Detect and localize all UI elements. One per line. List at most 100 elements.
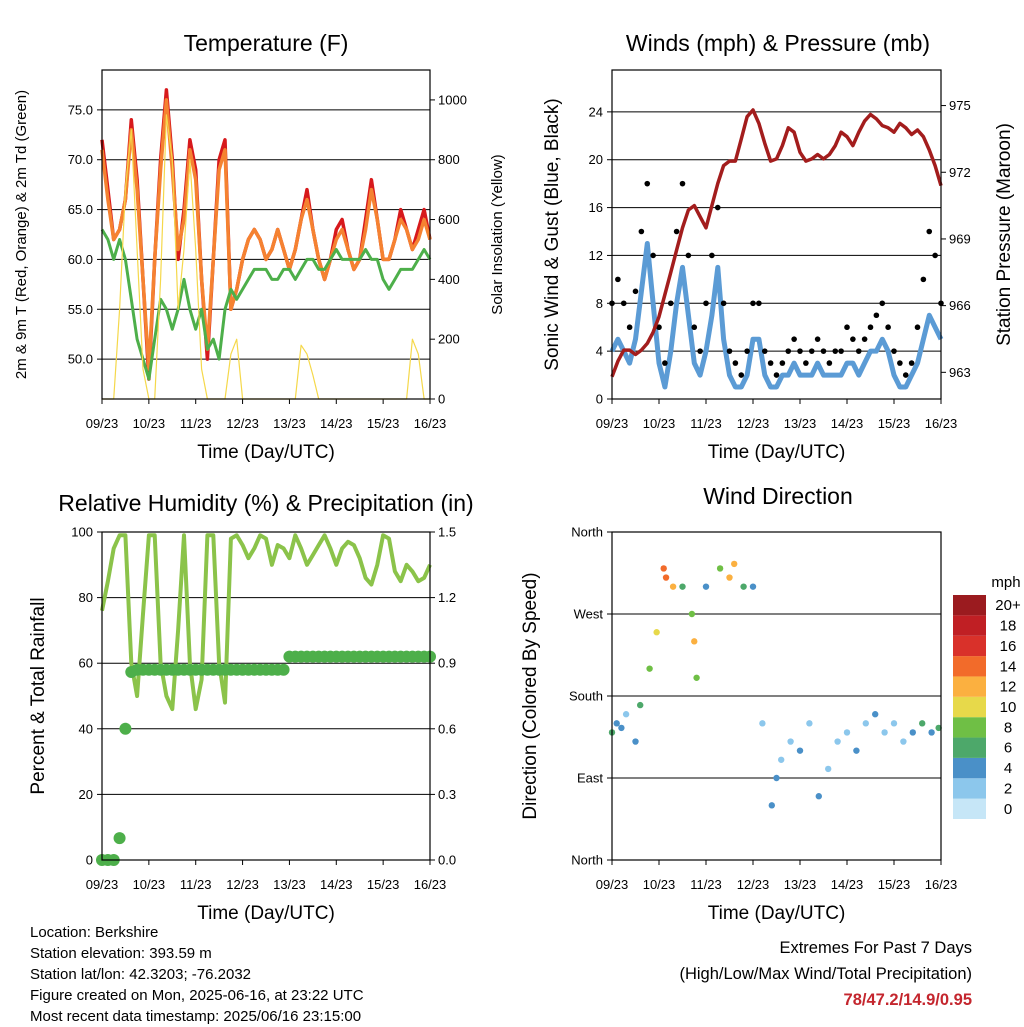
- colorbar-swatch: [953, 757, 986, 779]
- direction-point: [637, 701, 644, 709]
- y2-tick-label: 0.6: [438, 721, 456, 736]
- y-axis-label: Sonic Wind & Gust (Blue, Black): [542, 98, 563, 370]
- station-info: Location: Berkshire Station elevation: 3…: [30, 922, 364, 1027]
- direction-point: [669, 583, 677, 590]
- x-tick-label: 09/23: [86, 416, 119, 431]
- y-tick-label: 20: [589, 152, 603, 167]
- extremes-block: Extremes For Past 7 Days (High/Low/Max W…: [679, 935, 972, 1013]
- y2-tick-label: 963: [949, 365, 971, 380]
- y2-tick-label: 600: [438, 212, 460, 227]
- direction-point: [632, 738, 639, 745]
- colorbar-swatch: [953, 676, 986, 697]
- direction-point: [935, 724, 942, 732]
- y2-tick-label: 0.3: [438, 787, 456, 802]
- gust-point: [814, 336, 821, 342]
- gust-point: [855, 348, 862, 354]
- plot-area: [100, 88, 432, 400]
- gust-point: [638, 228, 645, 235]
- y-tick-label: 60: [79, 656, 93, 671]
- colorbar-label: 18: [1000, 618, 1017, 635]
- direction-point: [862, 720, 869, 727]
- direction-point: [806, 720, 813, 727]
- x-tick-label: 16/23: [414, 877, 447, 892]
- gust-point: [685, 252, 692, 259]
- x-tick-label: 11/23: [690, 877, 722, 892]
- y-axis-label: Percent & Total Rainfall: [28, 597, 49, 794]
- direction-point: [909, 729, 916, 736]
- direction-point: [646, 665, 653, 672]
- plot-area: [96, 533, 436, 866]
- direction-point: [653, 629, 660, 636]
- x-tick-label: 15/23: [878, 416, 911, 431]
- x-tick-label: 12/23: [737, 877, 770, 892]
- direction-point: [834, 738, 841, 745]
- y-tick-label: 4: [596, 344, 603, 359]
- gust-point: [714, 204, 721, 211]
- direction-point: [613, 720, 620, 727]
- gust-point: [732, 360, 739, 366]
- y2-tick-label: 969: [949, 231, 971, 246]
- colorbar-swatch: [953, 737, 986, 758]
- y2-tick-label: 972: [949, 165, 971, 180]
- gust-point: [908, 360, 915, 366]
- direction-point: [740, 583, 747, 590]
- x-tick-label: 14/23: [831, 416, 864, 431]
- colorbar-swatch: [953, 778, 986, 799]
- x-tick-label: 15/23: [367, 877, 400, 892]
- direction-point: [881, 729, 888, 736]
- direction-point: [890, 720, 898, 727]
- direction-point: [618, 724, 625, 732]
- x-tick-label: 09/23: [596, 416, 629, 431]
- y-tick-label: 0: [596, 392, 603, 407]
- x-tick-label: 14/23: [831, 877, 864, 892]
- colorbar-swatch: [953, 595, 986, 616]
- y2-axis-label: Station Pressure (Maroon): [994, 123, 1015, 346]
- direction-point: [679, 583, 686, 590]
- recent-data-text: Most recent data timestamp: 2025/06/16 2…: [30, 1008, 362, 1025]
- gust-point: [785, 348, 792, 354]
- colorbar-title: mph: [991, 574, 1020, 591]
- direction-point: [660, 565, 667, 572]
- x-axis-label: Time (Day/UTC): [708, 442, 846, 463]
- colorbar-swatch: [953, 656, 986, 677]
- x-tick-label: 13/23: [273, 877, 306, 892]
- x-tick-label: 09/23: [86, 877, 119, 892]
- gust-point: [626, 324, 633, 331]
- panel-3: Relative Humidity (%) & Precipitation (i…: [28, 490, 474, 924]
- direction-point: [796, 747, 804, 754]
- y-tick-label: East: [577, 771, 603, 786]
- direction-point: [749, 583, 757, 590]
- x-tick-label: 15/23: [367, 416, 400, 431]
- gust-point: [844, 324, 850, 331]
- extremes-subheading: (High/Low/Max Wind/Total Precipitation): [679, 965, 972, 983]
- y2-tick-label: 0.9: [438, 656, 456, 671]
- gust-point: [873, 312, 880, 319]
- series-line-sonic-wind: [609, 241, 944, 390]
- y-tick-label: 8: [596, 296, 603, 311]
- direction-point: [778, 756, 785, 763]
- colorbar-label: 2: [1004, 780, 1012, 797]
- x-tick-label: 12/23: [737, 416, 770, 431]
- colorbar-swatch: [953, 717, 986, 738]
- gust-point: [932, 252, 938, 259]
- direction-point: [773, 774, 780, 782]
- panel-4: Wind Direction Time (Day/UTC) North East Sou…: [520, 483, 957, 924]
- x-tick-label: 09/23: [596, 877, 629, 892]
- x-tick-label: 14/23: [320, 416, 353, 431]
- x-tick-label: 16/23: [414, 416, 447, 431]
- direction-point: [688, 610, 696, 618]
- gust-point: [773, 372, 780, 378]
- colorbar-label: 16: [1000, 638, 1017, 655]
- y-tick-label: 70.0: [68, 152, 93, 167]
- series-line-relative-humidity: [100, 533, 432, 712]
- direction-point: [693, 674, 700, 681]
- y2-tick-label: 975: [949, 98, 971, 113]
- created-text: Figure created on Mon, 2025-06-16, at 23…: [30, 987, 364, 1004]
- colorbar: 0 2 4 6 8 10 12 14 16 18 20+ mph: [953, 574, 1021, 819]
- gust-point: [861, 336, 868, 342]
- panel-title: Relative Humidity (%) & Precipitation (i…: [58, 490, 473, 516]
- y2-tick-label: 1.5: [438, 525, 456, 540]
- colorbar-label: 10: [1000, 699, 1017, 716]
- direction-point: [726, 574, 733, 581]
